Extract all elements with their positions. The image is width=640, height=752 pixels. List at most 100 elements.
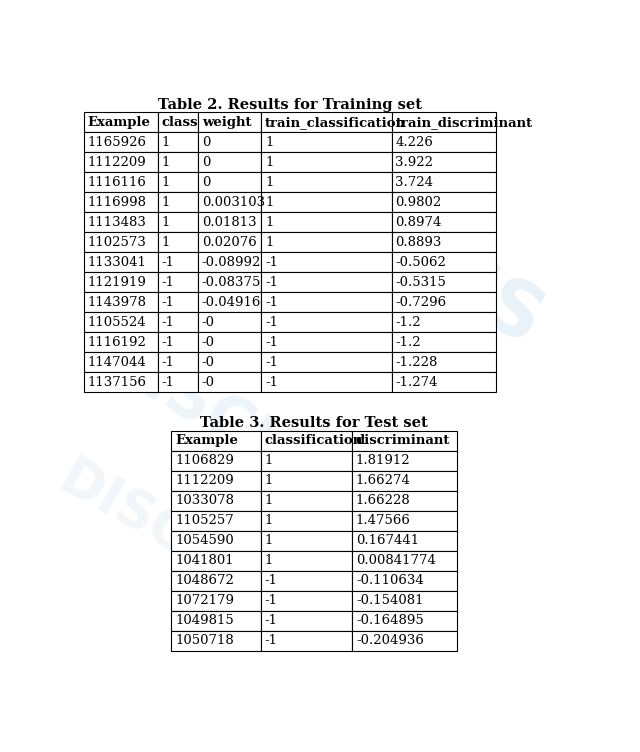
Text: -0.5062: -0.5062 <box>396 256 446 268</box>
Text: 1116192: 1116192 <box>88 336 147 349</box>
Text: 1: 1 <box>161 236 170 249</box>
Text: 1: 1 <box>161 176 170 189</box>
Text: -0.04916: -0.04916 <box>202 296 261 309</box>
Bar <box>198 353 261 372</box>
Bar <box>352 550 457 571</box>
Bar <box>84 152 157 172</box>
Bar <box>198 332 261 353</box>
Text: 1: 1 <box>264 534 273 547</box>
Bar <box>157 193 198 212</box>
Bar <box>261 193 392 212</box>
Bar <box>261 353 392 372</box>
Bar <box>352 471 457 490</box>
Text: 0.00841774: 0.00841774 <box>356 554 436 567</box>
Bar <box>352 490 457 511</box>
Text: 1: 1 <box>264 554 273 567</box>
Text: 0: 0 <box>202 176 210 189</box>
Text: -0: -0 <box>202 316 214 329</box>
Text: train_discriminant: train_discriminant <box>396 116 532 129</box>
Bar <box>84 353 157 372</box>
Text: 0.01813: 0.01813 <box>202 216 256 229</box>
Bar <box>392 132 496 152</box>
Text: DISCUSS: DISCUSS <box>195 113 554 363</box>
Bar <box>84 372 157 393</box>
Text: DISCUSS: DISCUSS <box>88 329 382 532</box>
Bar <box>260 631 352 650</box>
Bar <box>157 232 198 253</box>
Text: -1: -1 <box>265 356 278 369</box>
Text: -0: -0 <box>202 376 214 389</box>
Bar <box>84 193 157 212</box>
Text: 1: 1 <box>265 156 274 168</box>
Bar <box>392 172 496 193</box>
Text: 1041801: 1041801 <box>175 554 234 567</box>
Bar <box>84 312 157 332</box>
Bar <box>352 511 457 531</box>
Text: 1: 1 <box>264 474 273 487</box>
Bar <box>260 531 352 550</box>
Bar <box>172 450 260 471</box>
Bar <box>84 212 157 232</box>
Text: 4.226: 4.226 <box>396 135 433 149</box>
Bar <box>157 112 198 132</box>
Text: 0.9802: 0.9802 <box>396 196 442 209</box>
Text: 1.47566: 1.47566 <box>356 514 411 527</box>
Bar <box>172 550 260 571</box>
Bar <box>392 112 496 132</box>
Text: discriminant: discriminant <box>356 434 451 447</box>
Text: 1: 1 <box>161 196 170 209</box>
Text: 1049815: 1049815 <box>175 614 234 627</box>
Bar <box>392 293 496 312</box>
Text: 1: 1 <box>265 176 274 189</box>
Text: Example: Example <box>175 434 238 447</box>
Text: -0.08992: -0.08992 <box>202 256 261 268</box>
Text: -1: -1 <box>161 256 174 268</box>
Text: 1112209: 1112209 <box>175 474 234 487</box>
Bar <box>392 372 496 393</box>
Text: 1133041: 1133041 <box>88 256 147 268</box>
Bar <box>157 312 198 332</box>
Bar <box>260 431 352 450</box>
Text: 1112209: 1112209 <box>88 156 147 168</box>
Bar <box>84 332 157 353</box>
Bar <box>261 172 392 193</box>
Bar <box>260 571 352 591</box>
Bar <box>392 332 496 353</box>
Text: 1033078: 1033078 <box>175 494 234 507</box>
Text: 1048672: 1048672 <box>175 575 234 587</box>
Text: -1.2: -1.2 <box>396 316 421 329</box>
Bar <box>260 550 352 571</box>
Bar <box>198 193 261 212</box>
Bar <box>352 611 457 631</box>
Text: 1054590: 1054590 <box>175 534 234 547</box>
Bar <box>198 293 261 312</box>
Text: 1165926: 1165926 <box>88 135 147 149</box>
Bar <box>261 372 392 393</box>
Text: -0.08375: -0.08375 <box>202 276 261 289</box>
Bar <box>157 172 198 193</box>
Text: -1: -1 <box>264 634 278 647</box>
Text: 1: 1 <box>264 494 273 507</box>
Text: train_classification: train_classification <box>265 116 406 129</box>
Text: 1116116: 1116116 <box>88 176 147 189</box>
Bar <box>260 471 352 490</box>
Text: 1: 1 <box>264 514 273 527</box>
Bar <box>198 272 261 293</box>
Bar <box>261 293 392 312</box>
Bar <box>260 490 352 511</box>
Text: -0.164895: -0.164895 <box>356 614 424 627</box>
Text: -1: -1 <box>265 316 278 329</box>
Text: 1: 1 <box>264 454 273 467</box>
Text: 1116998: 1116998 <box>88 196 147 209</box>
Text: weight: weight <box>202 116 251 129</box>
Bar <box>261 132 392 152</box>
Bar <box>157 293 198 312</box>
Bar <box>84 253 157 272</box>
Text: -0.5315: -0.5315 <box>396 276 446 289</box>
Text: 1050718: 1050718 <box>175 634 234 647</box>
Bar <box>157 132 198 152</box>
Text: 1: 1 <box>161 156 170 168</box>
Text: -1: -1 <box>265 336 278 349</box>
Text: -0.204936: -0.204936 <box>356 634 424 647</box>
Bar <box>157 253 198 272</box>
